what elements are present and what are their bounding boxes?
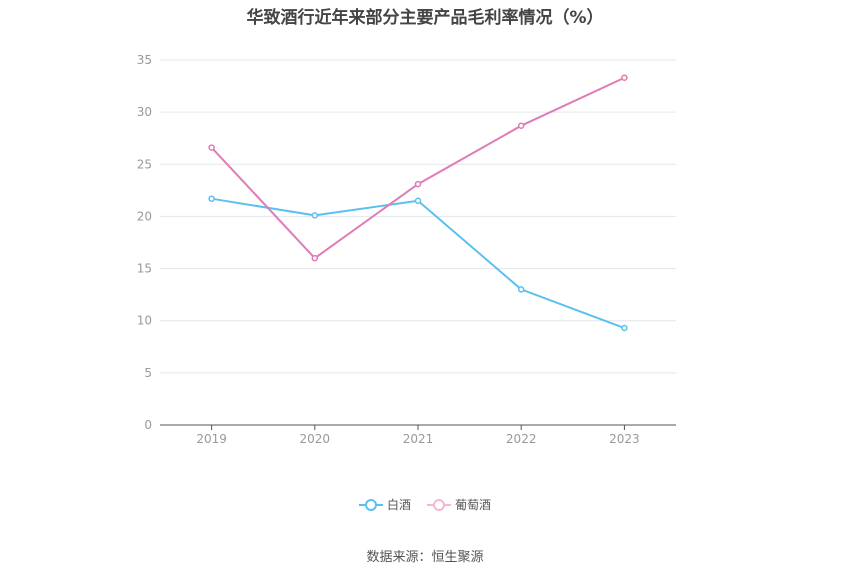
legend: 白酒 葡萄酒 (0, 496, 850, 513)
legend-label: 葡萄酒 (455, 498, 492, 512)
y-tick-label: 10 (137, 314, 152, 328)
y-tick-label: 20 (137, 209, 152, 223)
data-point (414, 180, 422, 188)
chart-title: 华致酒行近年来部分主要产品毛利率情况（%） (246, 8, 604, 28)
y-tick-label: 25 (137, 157, 152, 171)
data-point (517, 122, 525, 129)
series-line-1 (210, 76, 625, 260)
data-point (208, 144, 215, 151)
data-source: 数据来源：恒生聚源 (366, 550, 484, 565)
legend-marker-icon (358, 498, 383, 511)
x-tick-label: 2023 (609, 432, 640, 446)
data-point (621, 324, 628, 332)
legend-item-baijiu[interactable]: 白酒 (358, 496, 411, 513)
legend-marker-icon (427, 498, 451, 511)
data-point (208, 195, 215, 202)
x-tick-label: 2022 (506, 432, 537, 446)
legend-item-wine[interactable]: 葡萄酒 (427, 496, 491, 513)
data-point (621, 74, 628, 81)
x-tick-label: 2019 (196, 432, 227, 446)
x-tick-label: 2020 (300, 432, 331, 446)
data-point (414, 197, 422, 205)
data-point (517, 286, 525, 293)
y-tick-label: 5 (144, 366, 152, 380)
y-tick-label: 15 (137, 262, 152, 276)
y-tick-label: 30 (137, 105, 152, 119)
series-line-0 (211, 197, 625, 329)
data-point (311, 254, 319, 262)
y-tick-label: 35 (137, 53, 152, 67)
x-tick-label: 2021 (403, 432, 434, 446)
y-tick-label: 0 (144, 418, 152, 432)
data-point (311, 212, 319, 219)
legend-label: 白酒 (386, 498, 411, 512)
